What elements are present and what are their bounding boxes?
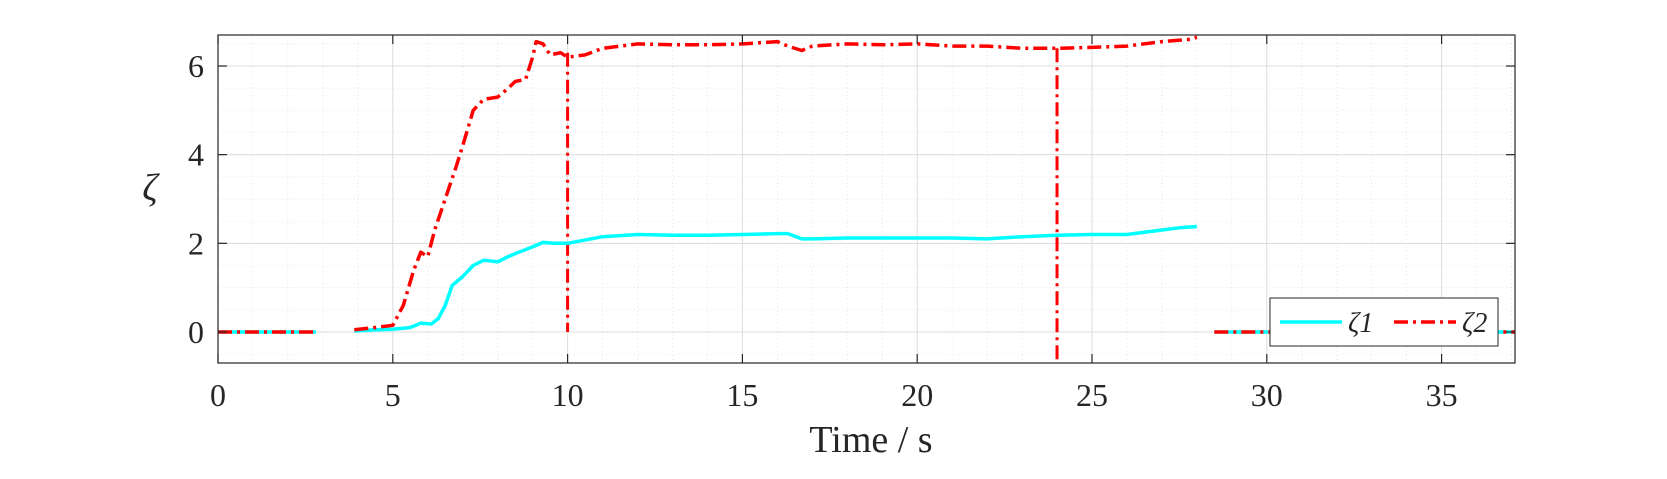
- series-line: [354, 224, 1198, 333]
- tick-labels: 0 5 10 15 20 25 30 35 0 2 4 6: [188, 48, 1458, 413]
- x-tick-label: 25: [1076, 377, 1108, 413]
- x-tick-label: 20: [901, 377, 933, 413]
- x-tick-label: 5: [385, 377, 401, 413]
- x-tick-label: 15: [726, 377, 758, 413]
- y-tick-label: 6: [188, 48, 204, 84]
- y-tick-label: 2: [188, 225, 204, 261]
- legend-label: ζ2: [1462, 308, 1487, 339]
- series-line: [354, 35, 1198, 332]
- x-axis-label: Time / s: [809, 419, 932, 461]
- legend-label: ζ1: [1348, 308, 1373, 339]
- axes-box: [217, 34, 1516, 364]
- legend: ζ1 ζ2: [1269, 297, 1499, 347]
- x-tick-label: 35: [1426, 377, 1458, 413]
- x-tick-label: 30: [1251, 377, 1283, 413]
- y-tick-label: 0: [188, 314, 204, 350]
- axes-frame: [217, 34, 1516, 364]
- grid-lines: [217, 35, 1515, 363]
- y-axis-label: ζ: [142, 167, 160, 209]
- x-tick-label: 10: [552, 377, 584, 413]
- y-tick-label: 4: [188, 137, 204, 173]
- x-tick-label: 0: [210, 377, 226, 413]
